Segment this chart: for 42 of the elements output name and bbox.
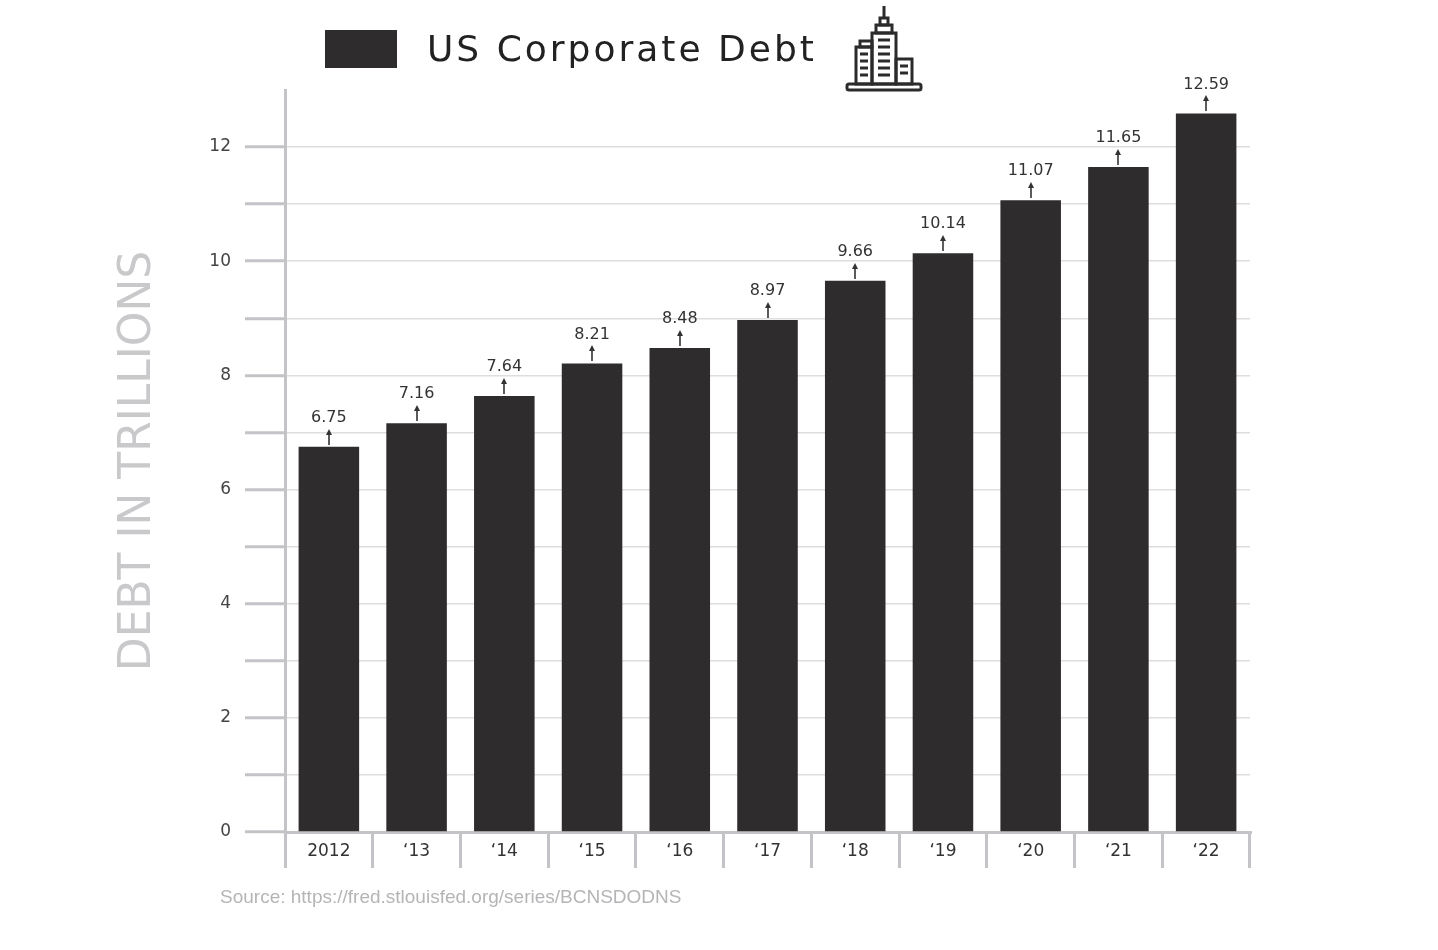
- bar: [1000, 200, 1061, 832]
- y-tick-label: 4: [220, 592, 231, 613]
- bar: [561, 363, 623, 832]
- bar: [386, 423, 447, 832]
- y-tick-label: 10: [209, 249, 231, 270]
- data-label: 8.97: [749, 280, 786, 300]
- x-tick-label: ‘22: [1192, 839, 1220, 860]
- data-label: 8.48: [661, 308, 698, 328]
- data-label: 8.21: [574, 323, 610, 343]
- y-tick-label: 8: [220, 363, 231, 384]
- bar: [824, 280, 886, 832]
- source-note: Source: https://fred.stlouisfed.org/series/BCNSDODNS: [220, 886, 682, 908]
- bar: [1088, 167, 1149, 832]
- x-tick-label: ‘16: [666, 839, 694, 860]
- y-tick-label: 0: [220, 820, 231, 841]
- y-tick-label: 12: [209, 135, 231, 156]
- legend-label: US Corporate Debt: [427, 27, 817, 71]
- y-tick-label: 6: [220, 477, 231, 498]
- x-tick-label: ‘14: [490, 839, 518, 860]
- data-label: 10.14: [920, 213, 966, 233]
- x-tick-label: ‘17: [753, 839, 782, 860]
- bar: [474, 395, 535, 832]
- bar: [298, 446, 360, 832]
- bar: [912, 253, 974, 832]
- bar: [737, 320, 798, 832]
- data-label: 6.75: [311, 406, 347, 426]
- data-label: 7.16: [398, 383, 435, 403]
- data-label: 7.64: [486, 356, 523, 376]
- x-tick-label: ‘13: [403, 839, 431, 860]
- x-tick-label: 2012: [307, 839, 351, 860]
- x-tick-label: ‘15: [578, 839, 606, 860]
- x-tick-label: ‘19: [929, 839, 957, 860]
- bar: [649, 347, 711, 832]
- data-label: 9.66: [837, 240, 874, 260]
- x-tick-label: ‘20: [1017, 839, 1045, 860]
- x-tick-label: ‘18: [841, 839, 869, 860]
- x-tick-label: ‘21: [1104, 839, 1132, 860]
- bar: [1175, 113, 1237, 832]
- data-label: 11.07: [1007, 160, 1054, 180]
- y-tick-label: 2: [220, 706, 231, 727]
- data-label: 12.59: [1183, 73, 1230, 93]
- data-label: 11.65: [1095, 127, 1142, 147]
